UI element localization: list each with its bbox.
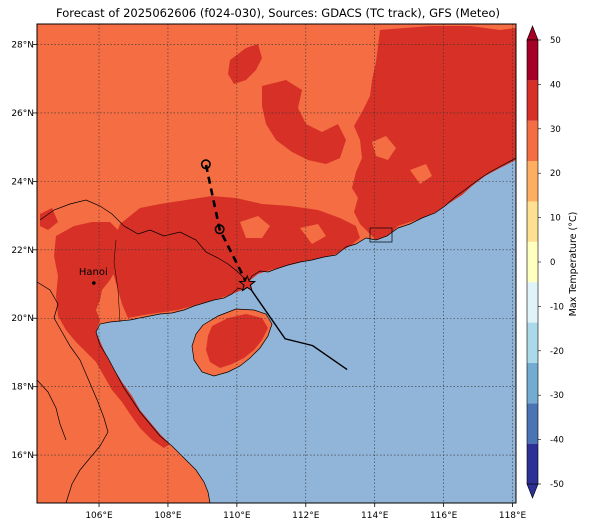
- colorbar-tick-label: 50: [550, 36, 561, 46]
- map-frame: [36, 23, 517, 504]
- gridlines: [37, 24, 516, 503]
- coastlines-and-borders: [37, 157, 516, 503]
- colorbar-tick-label: -30: [550, 391, 564, 401]
- colorbar-tick-label: -20: [550, 347, 564, 357]
- current-position-star-icon: [238, 274, 257, 292]
- warm-pocket-2: [372, 136, 396, 160]
- hot-zone-small-west: [40, 208, 58, 230]
- colorbar-segment: [527, 120, 538, 162]
- forecast-track-line: [204, 164, 249, 285]
- city-label: Hanoi: [79, 267, 108, 278]
- colorbar-label: Max Temperature (°C): [568, 212, 579, 317]
- province-line: [113, 239, 121, 323]
- city-marker: [92, 281, 96, 285]
- x-tick-label: 106°E: [85, 511, 113, 521]
- y-tick-label: 24°N: [11, 177, 34, 187]
- colorbar-tick-label: 40: [550, 80, 561, 90]
- forecast-point-marker: [200, 159, 211, 170]
- colorbar-segment: [527, 80, 538, 121]
- colorbar-segment: [527, 241, 538, 283]
- x-tick-label: 118°E: [499, 511, 527, 521]
- border-laos-inner: [37, 379, 67, 441]
- past-track-line: [246, 283, 348, 371]
- y-tick-label: 20°N: [11, 314, 34, 324]
- hot-zone-hainan: [206, 314, 268, 368]
- colorbar-tick-label: 30: [550, 125, 561, 135]
- warm-pocket-1: [240, 216, 270, 238]
- warm-pocket-4: [300, 224, 326, 244]
- hot-zone-north: [228, 44, 262, 84]
- forecast-point-marker: [214, 224, 225, 235]
- colorbar-tick-label: 0: [550, 258, 555, 268]
- x-tick-label: 116°E: [430, 511, 458, 521]
- x-tick-label: 108°E: [154, 511, 182, 521]
- y-tick-label: 26°N: [11, 109, 34, 119]
- colorbar-segment: [527, 282, 538, 323]
- coastline-south-china: [95, 157, 516, 503]
- colorbar-min-extension: [526, 483, 539, 499]
- hot-zone-central: [262, 80, 346, 164]
- border-china-vietnam: [39, 199, 249, 283]
- colorbar-segment: [527, 201, 538, 242]
- colorbar-tick-label: 20: [550, 169, 561, 179]
- colorbar-segment: [527, 443, 538, 484]
- hot-zone-north-vietnam: [54, 222, 170, 448]
- hongkong-box: [369, 227, 393, 243]
- colorbar-tick-label: -50: [550, 480, 564, 490]
- x-axis-ticks: 106°E 108°E 110°E 112°E 114°E 116°E 118°E: [85, 503, 527, 521]
- y-tick-label: 28°N: [11, 41, 34, 51]
- colorbar-tick-label: -10: [550, 302, 564, 312]
- temperature-field: Hanoi: [37, 24, 516, 503]
- colorbar-max-extension: [526, 25, 539, 41]
- x-tick-label: 114°E: [361, 511, 389, 521]
- hot-zone-southeast-china: [352, 26, 516, 240]
- map-title: Forecast of 2025062606 (f024-030), Sourc…: [56, 6, 500, 20]
- x-tick-label: 110°E: [223, 511, 251, 521]
- y-tick-label: 16°N: [11, 451, 34, 461]
- forecast-points: [200, 159, 225, 235]
- colorbar: -50 -40 -30 -20 -10 0 10 20 30 40 50: [526, 25, 564, 499]
- y-tick-label: 18°N: [11, 383, 34, 393]
- y-tick-label: 22°N: [11, 246, 34, 256]
- y-axis-ticks: 16°N 18°N 20°N 22°N 24°N 26°N 28°N: [11, 41, 37, 461]
- colorbar-segment: [527, 161, 538, 202]
- coastline-hainan: [191, 308, 273, 377]
- warm-pocket-3: [410, 164, 432, 184]
- x-tick-label: 112°E: [292, 511, 320, 521]
- colorbar-tick-label: -40: [550, 436, 564, 446]
- colorbar-tick-label: 10: [550, 214, 561, 224]
- colorbar-segment: [527, 362, 538, 404]
- border-vietnam-laos: [37, 281, 109, 503]
- colorbar-segment: [527, 322, 538, 363]
- colorbar-segment: [527, 403, 538, 444]
- colorbar-segment: [527, 40, 538, 81]
